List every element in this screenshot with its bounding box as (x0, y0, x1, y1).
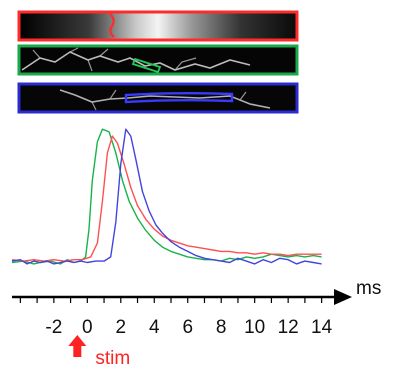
panel-blue-branch (91, 89, 247, 111)
x-axis: -2 0 2 4 6 8 10 12 14 ms (12, 278, 381, 338)
panel-red (17, 10, 299, 42)
panel-red-frame (17, 10, 299, 42)
panel-green-image (20, 47, 296, 73)
trace-2 (11, 128, 322, 265)
panel-blue-roi (124, 92, 234, 104)
stim-label: stim (95, 348, 130, 369)
panel-green-branch (32, 47, 197, 72)
trace-1 (11, 135, 322, 262)
x-tick-label: 4 (149, 317, 160, 338)
x-tick-label: 0 (82, 317, 93, 338)
panel-green (17, 44, 299, 76)
trace-0 (11, 128, 322, 265)
imaging-panels (17, 10, 299, 114)
x-tick-label: 12 (278, 317, 299, 338)
panel-green-frame (17, 44, 299, 76)
x-tick-label: 14 (311, 317, 333, 338)
panel-blue (17, 82, 299, 114)
traces (11, 128, 322, 265)
x-tick-label: 6 (182, 317, 193, 338)
annotations: stim (68, 335, 130, 369)
x-tick-label: 2 (116, 317, 127, 338)
stim-arrow-icon (68, 335, 87, 357)
panel-blue-dendrite (59, 89, 271, 109)
panel-blue-frame (17, 82, 299, 114)
x-unit-label: ms (356, 278, 381, 299)
panel-red-roi (109, 13, 115, 38)
panel-red-image (20, 13, 296, 39)
x-tick-label: 10 (244, 317, 265, 338)
panel-blue-image (20, 85, 296, 111)
x-tick-label: -2 (45, 317, 62, 338)
x-tick-label: 8 (216, 317, 227, 338)
x-axis-arrowhead (334, 289, 352, 305)
panel-green-dendrite (21, 51, 251, 71)
panel-green-roi (131, 57, 162, 74)
